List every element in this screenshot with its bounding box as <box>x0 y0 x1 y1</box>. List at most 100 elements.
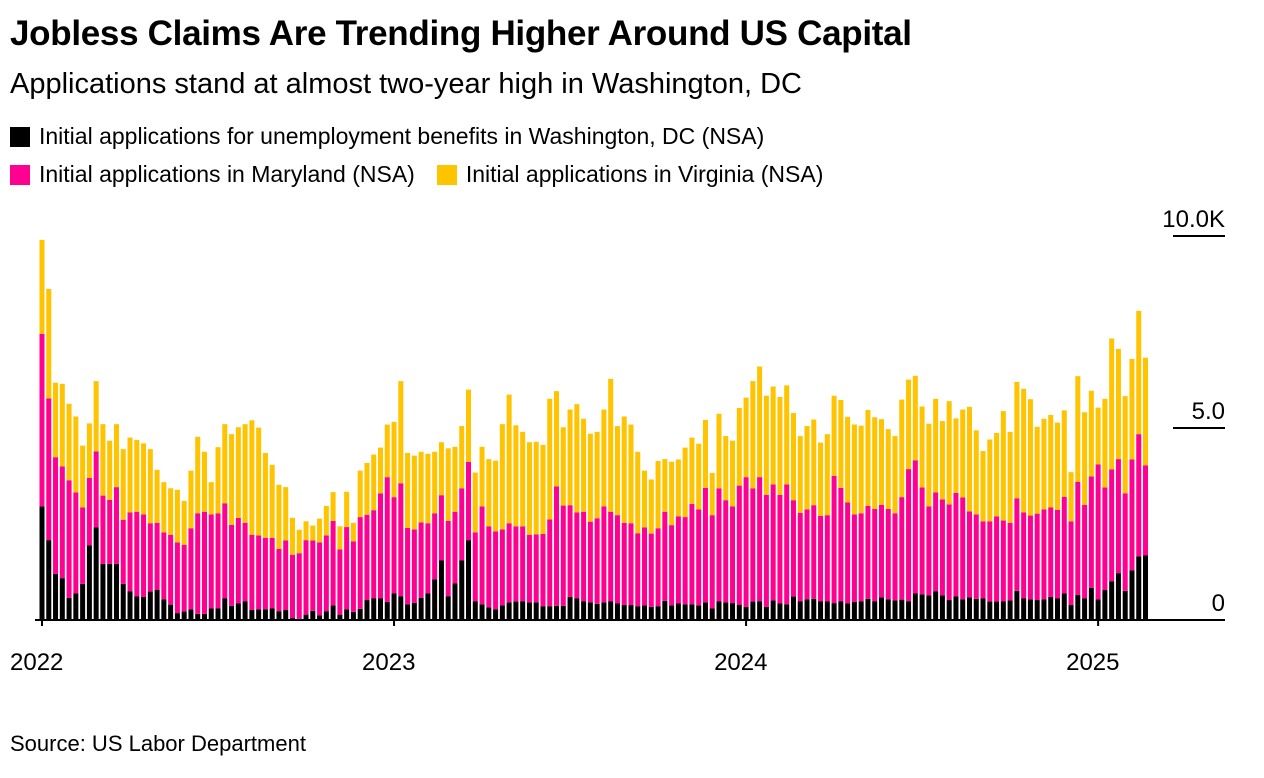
bar-segment-md <box>391 497 397 594</box>
x-tick-label: 2024 <box>714 649 767 676</box>
bar-segment-va <box>567 409 573 506</box>
bar-segment-va <box>107 440 113 500</box>
bar-segment-va <box>770 386 776 485</box>
bar-segment-va <box>621 416 627 523</box>
bar-segment-va <box>398 381 404 484</box>
bar-segment-dc <box>987 601 993 620</box>
bar-segment-dc <box>777 603 783 620</box>
bar-segment-dc <box>838 601 844 620</box>
bar-segment-va <box>1102 398 1108 488</box>
bar-segment-dc <box>797 601 803 620</box>
bar-segment-va <box>520 431 526 527</box>
bar-segment-dc <box>770 600 776 620</box>
bar-segment-dc <box>1136 556 1142 620</box>
bar-segment-va <box>1136 310 1142 435</box>
bar-segment-va <box>1088 390 1094 477</box>
bar-segment-md <box>222 503 228 599</box>
bar-segment-dc <box>425 593 431 620</box>
bar-segment-va <box>411 455 417 530</box>
bar-segment-va <box>1082 412 1088 505</box>
bar-segment-va <box>635 451 641 534</box>
bar-segment-va <box>445 448 451 521</box>
bar-segment-md <box>93 451 99 528</box>
bar-segment-dc <box>872 601 878 620</box>
bar-segment-dc <box>249 610 255 620</box>
bar-segment-va <box>1014 381 1020 499</box>
bar-segment-dc <box>757 601 763 620</box>
bar-segment-dc <box>818 601 824 620</box>
bar-segment-md <box>818 515 824 602</box>
bar-segment-md <box>594 518 600 604</box>
bar-segment-dc <box>946 600 952 620</box>
bar-segment-va <box>195 436 201 514</box>
bar-segment-va <box>466 389 472 462</box>
bar-segment-md <box>763 494 769 607</box>
bar-segment-md <box>1102 487 1108 591</box>
bar-segment-va <box>872 417 878 510</box>
bar-segment-va <box>1021 388 1027 513</box>
bar-segment-va <box>208 482 214 515</box>
bar-segment-dc <box>276 611 282 620</box>
bar-segment-md <box>73 492 79 594</box>
bar-segment-dc <box>885 599 891 620</box>
bar-segment-dc <box>283 610 289 620</box>
bar-segment-va <box>797 436 803 513</box>
bar-segment-md <box>885 509 891 600</box>
bar-segment-dc <box>391 593 397 620</box>
bar-segment-md <box>337 549 343 615</box>
bar-segment-md <box>648 533 654 607</box>
bar-segment-dc <box>269 608 275 620</box>
bar-segment-md <box>134 511 140 597</box>
bar-segment-va <box>804 426 810 510</box>
bar-segment-md <box>878 504 884 598</box>
bar-segment-dc <box>960 599 966 620</box>
bar-segment-va <box>939 421 945 500</box>
bar-segment-dc <box>323 611 329 620</box>
bar-segment-md <box>1014 498 1020 591</box>
bar-segment-va <box>337 526 343 550</box>
bar-segment-md <box>1041 509 1047 600</box>
bar-segment-dc <box>1027 599 1033 620</box>
bar-segment-va <box>391 421 397 498</box>
bar-segment-va <box>933 398 939 493</box>
bar-segment-va <box>276 484 282 549</box>
bar-segment-md <box>384 477 390 602</box>
bar-segment-va <box>452 446 458 512</box>
bar-segment-va <box>994 432 1000 517</box>
bar-segment-dc <box>594 603 600 620</box>
bar-segment-dc <box>743 606 749 620</box>
bar-segment-va <box>899 399 905 498</box>
bar-segment-dc <box>107 563 113 620</box>
bar-segment-va <box>926 423 932 507</box>
legend-item-dc: Initial applications for unemployment be… <box>10 123 764 150</box>
bar-segment-dc <box>614 603 620 620</box>
bar-segment-dc <box>317 615 323 620</box>
bar-segment-md <box>66 480 72 598</box>
bar-segment-va <box>716 413 722 489</box>
bar-segment-dc <box>648 606 654 620</box>
bar-segment-dc <box>763 606 769 620</box>
bar-segment-dc <box>215 608 221 620</box>
bar-segment-va <box>438 442 444 496</box>
bar-segment-md <box>987 521 993 602</box>
bar-segment-va <box>662 459 668 512</box>
bar-segment-dc <box>222 598 228 620</box>
bar-segment-dc <box>554 605 560 620</box>
bar-segment-va <box>66 403 72 481</box>
bar-segment-md <box>1109 469 1115 582</box>
bar-segment-dc <box>1143 555 1149 620</box>
bar-segment-va <box>689 437 695 505</box>
bar-segment-va <box>120 449 126 520</box>
bar-segment-dc <box>994 601 1000 620</box>
bar-segment-md <box>655 528 661 607</box>
bar-segment-md <box>1122 493 1128 591</box>
bar-segment-dc <box>567 596 573 620</box>
bar-segment-va <box>973 430 979 515</box>
bar-segment-va <box>946 401 952 505</box>
bar-segment-va <box>181 500 187 545</box>
bar-segment-va <box>655 461 661 529</box>
bar-segment-va <box>696 443 702 510</box>
bar-segment-va <box>472 472 478 533</box>
bar-segment-va <box>1075 376 1081 482</box>
bar-segment-va <box>919 406 925 488</box>
